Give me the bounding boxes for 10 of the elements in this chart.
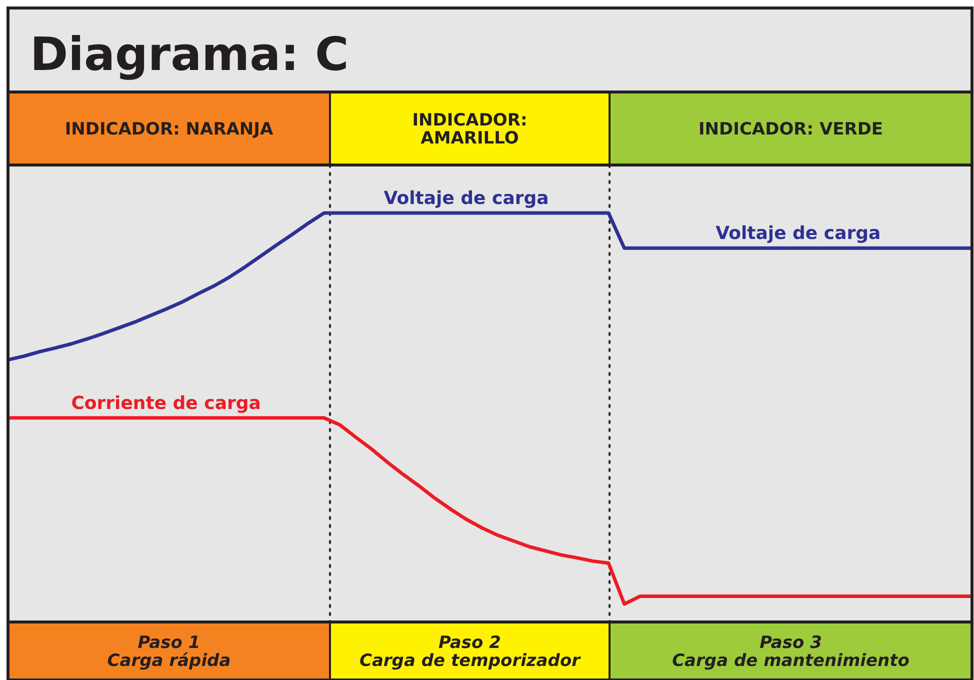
- category-label: Paso 3 Carga de mantenimiento: [672, 633, 910, 671]
- series-label: Corriente de carga: [71, 392, 261, 414]
- text: Diagrama: C: [30, 27, 349, 81]
- category-label: INDICADOR: AMARILLO: [412, 110, 528, 148]
- category-label: Paso 1 Carga rápida: [107, 633, 231, 671]
- series-label: Voltaje de carga: [384, 188, 549, 209]
- category-label: INDICADOR: NARANJA: [64, 119, 274, 140]
- annotation: Voltaje de carga: [716, 223, 881, 244]
- category-label: INDICADOR: VERDE: [698, 119, 884, 140]
- category-label: Paso 2 Carga de temporizador: [359, 633, 582, 671]
